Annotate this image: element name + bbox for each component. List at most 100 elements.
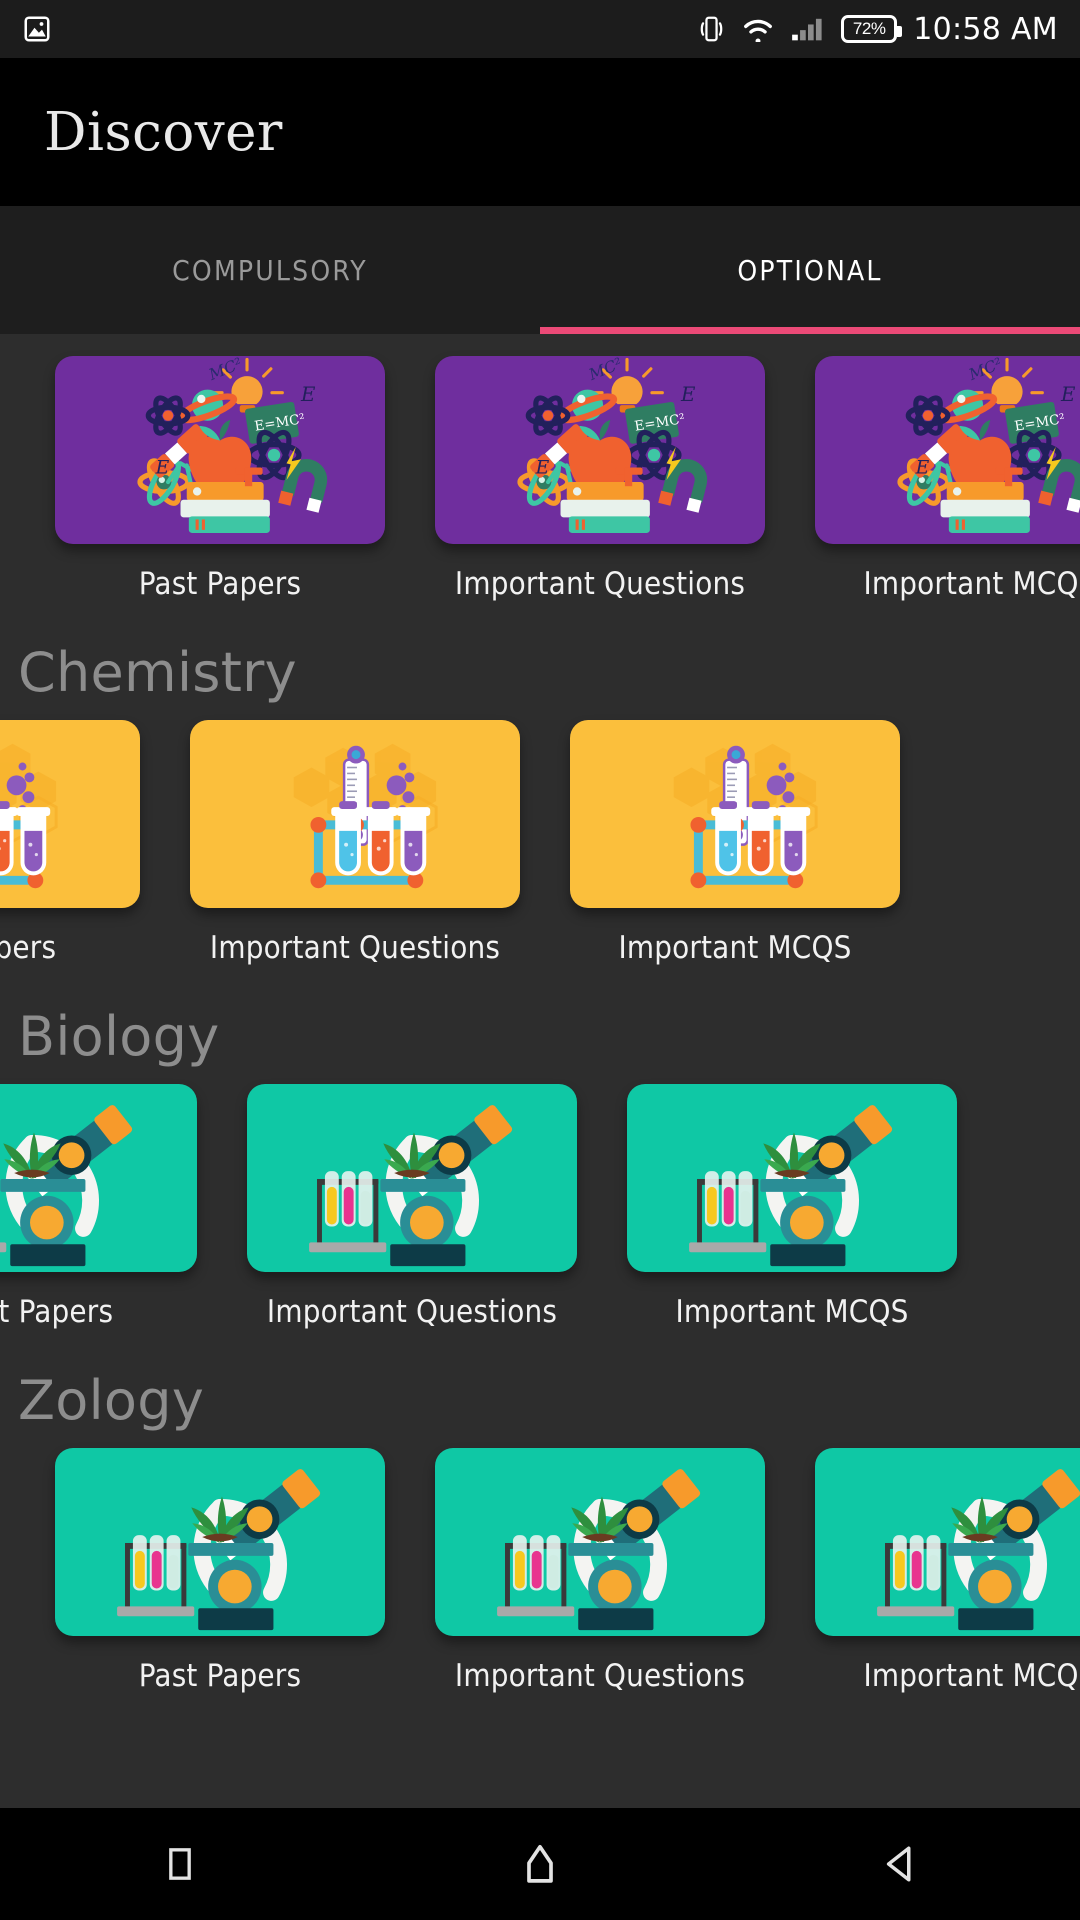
card-cell[interactable]: Important Questions	[190, 720, 520, 966]
card-cell[interactable]: MC² E=MC²	[435, 356, 765, 602]
image-icon	[24, 16, 50, 42]
home-icon	[527, 1844, 553, 1883]
card-label: Important MCQS	[618, 930, 852, 966]
physics-illustration: MC² E=MC²	[897, 356, 1080, 533]
sections-host: MC² E=MC²	[0, 356, 1080, 1713]
section-zology: Zology	[0, 1369, 1080, 1713]
tab-optional[interactable]: OPTIONAL	[540, 206, 1080, 334]
card-cell[interactable]: Important Questions	[247, 1084, 577, 1330]
svg-text:E: E	[535, 458, 550, 479]
subject-card-zology-0[interactable]	[55, 1448, 385, 1636]
svg-text:E: E	[680, 383, 696, 406]
status-bar-clock: 10:58 AM	[913, 11, 1058, 47]
biology-illustration	[497, 1469, 701, 1631]
section-biology: Biology	[0, 1005, 1080, 1349]
card-cell[interactable]: Past Papers	[0, 720, 140, 966]
card-cell[interactable]: Important MCQS	[815, 1448, 1080, 1694]
card-cell[interactable]: MC² E=MC²	[55, 356, 385, 602]
subject-card-physics-0[interactable]: MC² E=MC²	[55, 356, 385, 544]
chemistry-illustration	[673, 743, 818, 889]
section-title-biology: Biology	[18, 1005, 220, 1068]
card-label: Past Papers	[0, 930, 57, 966]
card-label: Important Questions	[209, 930, 501, 966]
card-row-physics[interactable]: MC² E=MC²	[0, 356, 1080, 621]
android-nav-bar	[0, 1808, 1080, 1920]
back-button[interactable]	[840, 1808, 960, 1920]
subject-card-zology-2[interactable]	[815, 1448, 1080, 1636]
subject-card-biology-2[interactable]	[627, 1084, 957, 1272]
card-cell[interactable]: Past Papers	[55, 1448, 385, 1694]
card-label: Past Papers	[138, 566, 302, 602]
section-title-zology: Zology	[18, 1369, 205, 1432]
section-physics: MC² E=MC²	[0, 356, 1080, 621]
tab-compulsory[interactable]: COMPULSORY	[0, 206, 540, 334]
card-row-scroller-zology[interactable]: Past Papers	[55, 1448, 1080, 1713]
card-cell[interactable]: Important MCQS	[570, 720, 900, 966]
card-label: Important MCQS	[675, 1294, 909, 1330]
subject-card-chemistry-1[interactable]	[190, 720, 520, 908]
biology-illustration	[877, 1469, 1080, 1631]
card-cell[interactable]: Important MCQS	[627, 1084, 957, 1330]
status-bar: 72% 10:58 AM	[0, 0, 1080, 58]
physics-illustration: MC² E=MC²	[137, 356, 328, 533]
battery-indicator: 72%	[841, 15, 903, 43]
battery-percent-label: 72%	[852, 19, 886, 38]
signal-icon	[792, 18, 822, 41]
status-bar-right: 72% 10:58 AM	[698, 12, 1058, 47]
biology-illustration	[689, 1105, 893, 1267]
card-row-scroller-physics[interactable]: MC² E=MC²	[55, 356, 1080, 621]
app-bar: Discover	[0, 58, 1080, 206]
page-title: Discover	[44, 101, 283, 163]
svg-text:E: E	[915, 458, 930, 479]
tab-active-indicator	[540, 327, 1080, 334]
card-row-biology[interactable]: Past Papers	[0, 1084, 1080, 1349]
section-chemistry: Chemistry	[0, 641, 1080, 985]
card-label: Important Questions	[454, 1658, 746, 1694]
subject-card-zology-1[interactable]	[435, 1448, 765, 1636]
biology-illustration	[309, 1105, 513, 1267]
card-row-scroller-chemistry[interactable]: Past Papers	[0, 720, 950, 985]
wifi-icon	[744, 19, 773, 42]
vibrate-icon	[700, 16, 723, 42]
discover-scroll-content[interactable]: MC² E=MC²	[0, 334, 1080, 1862]
card-label: Past Papers	[138, 1658, 302, 1694]
biology-illustration	[117, 1469, 321, 1631]
square-icon	[169, 1848, 191, 1880]
card-row-scroller-biology[interactable]: Past Papers	[0, 1084, 1007, 1349]
card-label: Important Questions	[454, 566, 746, 602]
physics-illustration: MC² E=MC²	[517, 356, 708, 533]
svg-text:E=MC²: E=MC²	[253, 411, 306, 435]
subject-card-physics-1[interactable]: MC² E=MC²	[435, 356, 765, 544]
svg-text:E: E	[1060, 383, 1076, 406]
subject-card-biology-1[interactable]	[247, 1084, 577, 1272]
chemistry-illustration	[293, 743, 438, 889]
tab-bar: COMPULSORY OPTIONAL	[0, 206, 1080, 334]
recents-button[interactable]	[120, 1808, 240, 1920]
svg-text:E=MC²: E=MC²	[1013, 411, 1066, 435]
card-label: Important MCQS	[863, 566, 1080, 602]
svg-text:E: E	[155, 458, 170, 479]
subject-card-chemistry-2[interactable]	[570, 720, 900, 908]
card-label: Important Questions	[266, 1294, 558, 1330]
card-row-chemistry[interactable]: Past Papers	[0, 720, 1080, 985]
card-label: Important MCQS	[863, 1658, 1080, 1694]
chemistry-illustration	[0, 743, 58, 889]
card-cell[interactable]: Past Papers	[0, 1084, 197, 1330]
subject-card-chemistry-0[interactable]	[0, 720, 140, 908]
tab-compulsory-label: COMPULSORY	[172, 253, 368, 287]
back-triangle-icon	[886, 1846, 911, 1882]
card-cell[interactable]: MC² E=MC²	[815, 356, 1080, 602]
home-button[interactable]	[480, 1808, 600, 1920]
status-bar-left	[22, 14, 52, 44]
subject-card-biology-0[interactable]	[0, 1084, 197, 1272]
svg-text:E=MC²: E=MC²	[633, 411, 686, 435]
card-row-zology[interactable]: Past Papers	[0, 1448, 1080, 1713]
card-label: Past Papers	[0, 1294, 114, 1330]
subject-card-physics-2[interactable]: MC² E=MC²	[815, 356, 1080, 544]
svg-text:E: E	[300, 383, 316, 406]
section-title-chemistry: Chemistry	[18, 641, 297, 704]
tab-optional-label: OPTIONAL	[737, 253, 883, 287]
card-cell[interactable]: Important Questions	[435, 1448, 765, 1694]
biology-illustration	[0, 1105, 133, 1267]
